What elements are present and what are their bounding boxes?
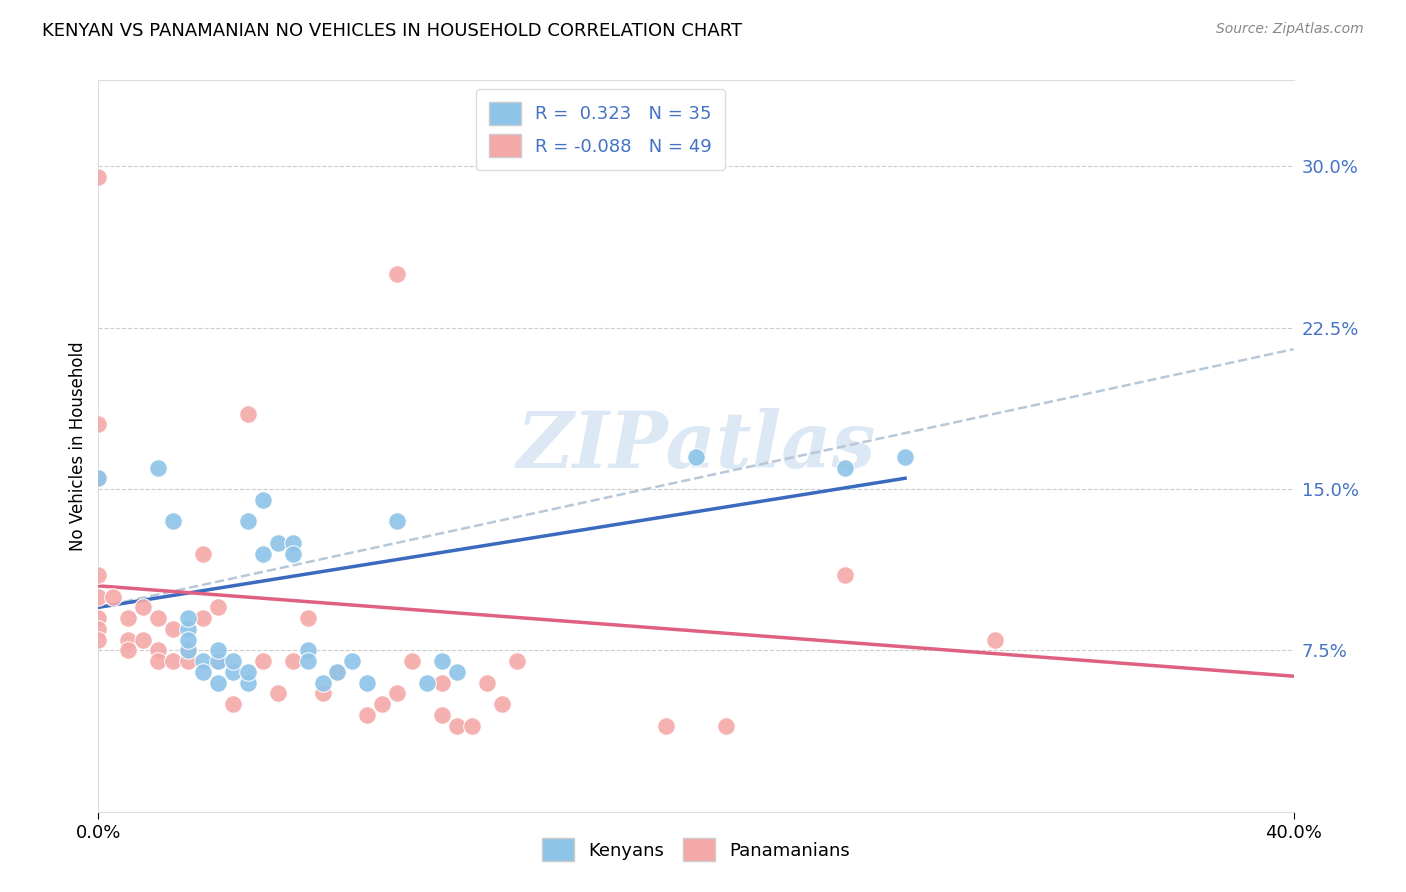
Point [252, 547, 274, 561]
Point [475, 675, 498, 690]
Point [252, 492, 274, 507]
Point [446, 665, 468, 679]
Text: Source: ZipAtlas.com: Source: ZipAtlas.com [1216, 22, 1364, 37]
Point [177, 643, 200, 657]
Point [191, 611, 214, 625]
Point [207, 654, 229, 668]
Text: KENYAN VS PANAMANIAN NO VEHICLES IN HOUSEHOLD CORRELATION CHART: KENYAN VS PANAMANIAN NO VEHICLES IN HOUS… [42, 22, 742, 40]
Point [416, 675, 439, 690]
Point [177, 654, 200, 668]
Point [236, 665, 259, 679]
Point [655, 719, 678, 733]
Point [461, 719, 484, 733]
Point [148, 643, 170, 657]
Point [148, 460, 170, 475]
Point [267, 686, 290, 700]
Point [236, 675, 259, 690]
Point [430, 707, 453, 722]
Point [132, 632, 155, 647]
Y-axis label: No Vehicles in Household: No Vehicles in Household [69, 341, 87, 551]
Point [87, 611, 110, 625]
Point [281, 536, 304, 550]
Point [117, 611, 139, 625]
Point [342, 654, 364, 668]
Legend: Kenyans, Panamanians: Kenyans, Panamanians [534, 830, 858, 869]
Point [281, 547, 304, 561]
Point [371, 697, 394, 711]
Point [207, 654, 229, 668]
Point [162, 622, 184, 636]
Point [714, 719, 737, 733]
Point [177, 643, 200, 657]
Point [117, 643, 139, 657]
Point [162, 514, 184, 528]
Point [87, 590, 110, 604]
Point [177, 632, 200, 647]
Point [385, 267, 409, 281]
Point [191, 547, 214, 561]
Point [87, 622, 110, 636]
Point [117, 632, 139, 647]
Point [207, 675, 229, 690]
Point [177, 622, 200, 636]
Point [222, 654, 245, 668]
Point [281, 654, 304, 668]
Point [297, 643, 319, 657]
Point [385, 686, 409, 700]
Point [222, 697, 245, 711]
Point [311, 675, 333, 690]
Point [983, 632, 1005, 647]
Point [222, 665, 245, 679]
Point [132, 600, 155, 615]
Point [430, 675, 453, 690]
Point [297, 654, 319, 668]
Point [148, 654, 170, 668]
Point [87, 170, 110, 185]
Point [326, 665, 349, 679]
Point [236, 407, 259, 421]
Point [236, 514, 259, 528]
Point [401, 654, 423, 668]
Point [506, 654, 529, 668]
Point [326, 665, 349, 679]
Point [87, 417, 110, 432]
Point [430, 654, 453, 668]
Point [191, 665, 214, 679]
Point [834, 568, 856, 582]
Point [356, 707, 378, 722]
Point [252, 654, 274, 668]
Point [148, 611, 170, 625]
Point [87, 632, 110, 647]
Point [834, 460, 856, 475]
Point [297, 611, 319, 625]
Point [267, 536, 290, 550]
Point [87, 471, 110, 485]
Point [356, 675, 378, 690]
Point [446, 719, 468, 733]
Point [207, 600, 229, 615]
Point [162, 654, 184, 668]
Point [685, 450, 707, 464]
Text: ZIPatlas: ZIPatlas [516, 408, 876, 484]
Point [311, 686, 333, 700]
Point [87, 471, 110, 485]
Point [87, 568, 110, 582]
Point [177, 611, 200, 625]
Point [385, 514, 409, 528]
Point [491, 697, 513, 711]
Point [191, 654, 214, 668]
Point [207, 643, 229, 657]
Point [894, 450, 917, 464]
Point [103, 590, 125, 604]
